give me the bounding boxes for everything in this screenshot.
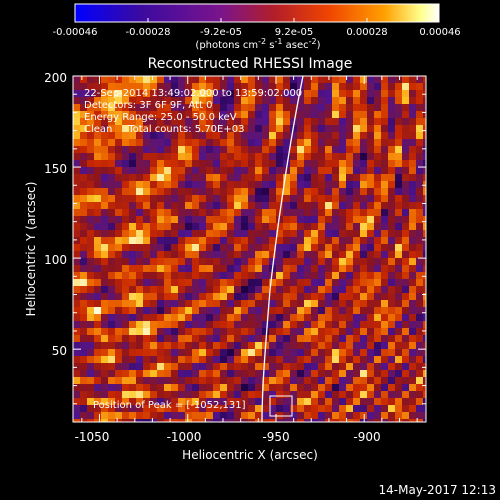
x-tick-label: -950 <box>262 430 289 444</box>
x-axis-ticks: -1050 -1000 -950 -900 <box>75 430 381 444</box>
plot-frame <box>72 75 427 423</box>
y-axis-ticks: 50 100 150 200 <box>44 71 67 358</box>
x-axis-label: Heliocentric X (arcsec) <box>182 448 318 462</box>
colorbar-tick-label: 9.2e-05 <box>275 27 313 38</box>
colorbar-tick-label: 0.00028 <box>346 27 387 38</box>
y-tick-label: 150 <box>44 162 67 176</box>
y-tick-label: 200 <box>44 71 67 85</box>
x-tick-label: -900 <box>353 430 380 444</box>
axis-tick-marks <box>73 75 426 423</box>
info-energy-range: Energy Range: 25.0 - 50.0 keV <box>84 112 237 123</box>
info-clean-counts: Clean Total counts: 5.70E+03 <box>84 124 244 135</box>
footer-timestamp: 14-May-2017 12:13 <box>379 483 496 497</box>
peak-position-label: Position of Peak = [-1052,131] <box>93 400 246 411</box>
y-axis-label: Heliocentric Y (arcsec) <box>24 182 38 317</box>
x-tick-label: -1050 <box>75 430 110 444</box>
y-tick-label: 50 <box>52 344 67 358</box>
colorbar-ticks: -0.00046 -0.00028 -9.2e-05 9.2e-05 0.000… <box>53 27 461 38</box>
colorbar-tick-label: -0.00028 <box>126 27 171 38</box>
colorbar-tick-label: 0.00046 <box>419 27 460 38</box>
colorbar-tick-label: -0.00046 <box>53 27 98 38</box>
plot-title: Reconstructed RHESSI Image <box>148 56 353 72</box>
colorbar-tick-label: -9.2e-05 <box>200 27 242 38</box>
colorbar-tick-marks <box>147 18 368 22</box>
colorbar <box>74 3 440 23</box>
rhessi-image <box>73 76 426 422</box>
x-tick-label: -1000 <box>167 430 202 444</box>
y-tick-label: 100 <box>44 253 67 267</box>
info-detectors: Detectors: 3F 6F 9F, Att 0 <box>84 100 212 111</box>
colorbar-units: (photons cm-2 s-1 asec-2) <box>195 37 320 51</box>
peak-marker-box <box>269 395 293 417</box>
info-time-range: 22-Sep-2014 13:49:02.000 to 13:59:02.000 <box>84 88 302 99</box>
info-block: 22-Sep-2014 13:49:02.000 to 13:59:02.000… <box>84 88 302 135</box>
solar-limb-line <box>261 76 304 422</box>
